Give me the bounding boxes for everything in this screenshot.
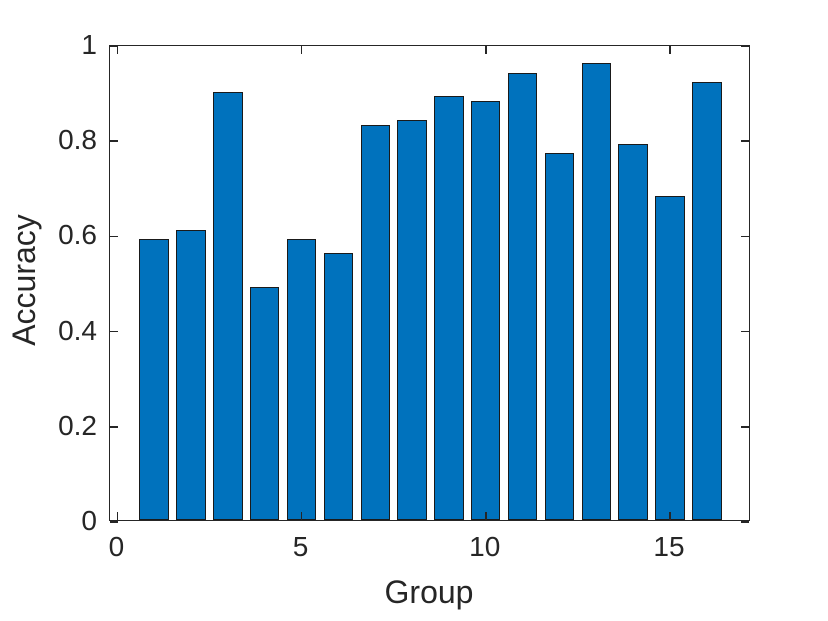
y-tick-label-0: 0 (81, 505, 97, 536)
x-tick-label-0: 0 (108, 531, 125, 562)
tick-mark (110, 235, 118, 238)
tick-mark (110, 140, 118, 142)
tick-mark (110, 45, 118, 47)
y-tick-label-0.2: 0.2 (58, 409, 97, 441)
tick-mark (485, 512, 487, 520)
bar-group-2 (176, 229, 206, 520)
bar-group-16 (692, 82, 722, 520)
tick-mark (110, 426, 118, 428)
y-tick-label-0.4: 0.4 (58, 314, 97, 346)
bar-group-3 (213, 91, 243, 520)
x-axis-label: Group (384, 574, 474, 610)
tick-mark (300, 512, 303, 520)
tick-mark (741, 426, 749, 428)
bar-group-4 (249, 286, 280, 520)
tick-mark (741, 521, 749, 523)
bar-group-1 (139, 239, 169, 520)
y-axis-label: Accuracy (6, 214, 42, 346)
bar-group-7 (360, 124, 390, 520)
y-tick-label-0.6: 0.6 (58, 219, 97, 251)
tick-mark (116, 512, 119, 520)
tick-mark (741, 235, 749, 238)
bar-group-14 (618, 143, 648, 520)
bar-group-12 (544, 153, 575, 520)
tick-mark (110, 521, 118, 523)
bar-group-6 (323, 253, 354, 520)
x-tick-label-15: 15 (653, 531, 685, 562)
x-tick-label-10: 10 (469, 531, 501, 562)
bar-group-10 (471, 101, 501, 520)
x-tick-label-5: 5 (292, 531, 309, 562)
tick-mark (300, 46, 303, 54)
tick-mark (669, 46, 671, 54)
plot-area (109, 45, 750, 523)
tick-mark (741, 45, 749, 47)
tick-mark (669, 512, 671, 520)
bar-group-8 (397, 120, 427, 520)
bar-group-13 (581, 63, 611, 520)
bar-group-11 (507, 72, 538, 520)
bar-group-9 (434, 96, 464, 520)
tick-mark (485, 46, 487, 54)
y-tick-label-1: 1 (81, 29, 97, 60)
bar-group-15 (655, 196, 685, 520)
y-tick-label-0.8: 0.8 (58, 124, 97, 156)
tick-mark (110, 330, 118, 333)
tick-mark (741, 330, 749, 333)
tick-mark (116, 46, 119, 54)
tick-mark (741, 140, 749, 142)
bar-group-5 (286, 239, 317, 520)
